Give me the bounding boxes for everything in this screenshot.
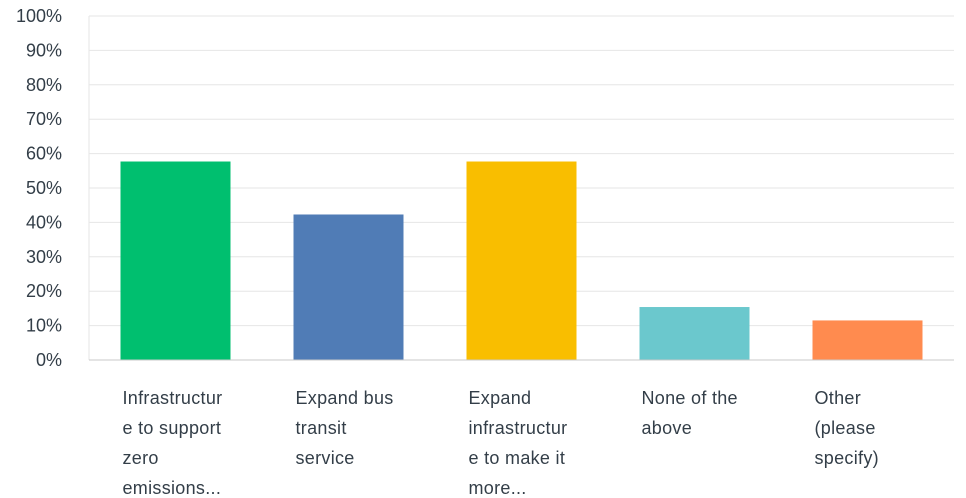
y-tick-label: 100% [16, 6, 62, 26]
x-category-label: Infrastructur e to support zero emission… [122, 388, 223, 498]
y-tick-label: 20% [26, 281, 62, 301]
y-tick-label: 80% [26, 75, 62, 95]
x-category-label: None of the above [641, 388, 738, 438]
y-tick-label: 70% [26, 109, 62, 129]
bars [120, 161, 923, 360]
bar [293, 214, 404, 360]
y-tick-label: 90% [26, 40, 62, 60]
y-tick-label: 10% [26, 316, 62, 336]
x-category-label: Other (please specify) [814, 388, 879, 468]
y-tick-label: 50% [26, 178, 62, 198]
bar [466, 161, 577, 360]
y-tick-label: 30% [26, 247, 62, 267]
y-tick-label: 40% [26, 212, 62, 232]
bar [639, 307, 750, 360]
y-axis-ticks: 0% 10% 20% 30% 40% 50% 60% 70% 80% 90% 100% [16, 6, 62, 370]
y-tick-label: 60% [26, 144, 62, 164]
y-tick-label: 0% [36, 350, 62, 370]
x-category-label: Expand infrastructur e to make it more..… [468, 388, 568, 498]
bar [120, 161, 231, 360]
bar [812, 320, 923, 360]
x-category-label: Expand bus transit service [295, 388, 394, 468]
